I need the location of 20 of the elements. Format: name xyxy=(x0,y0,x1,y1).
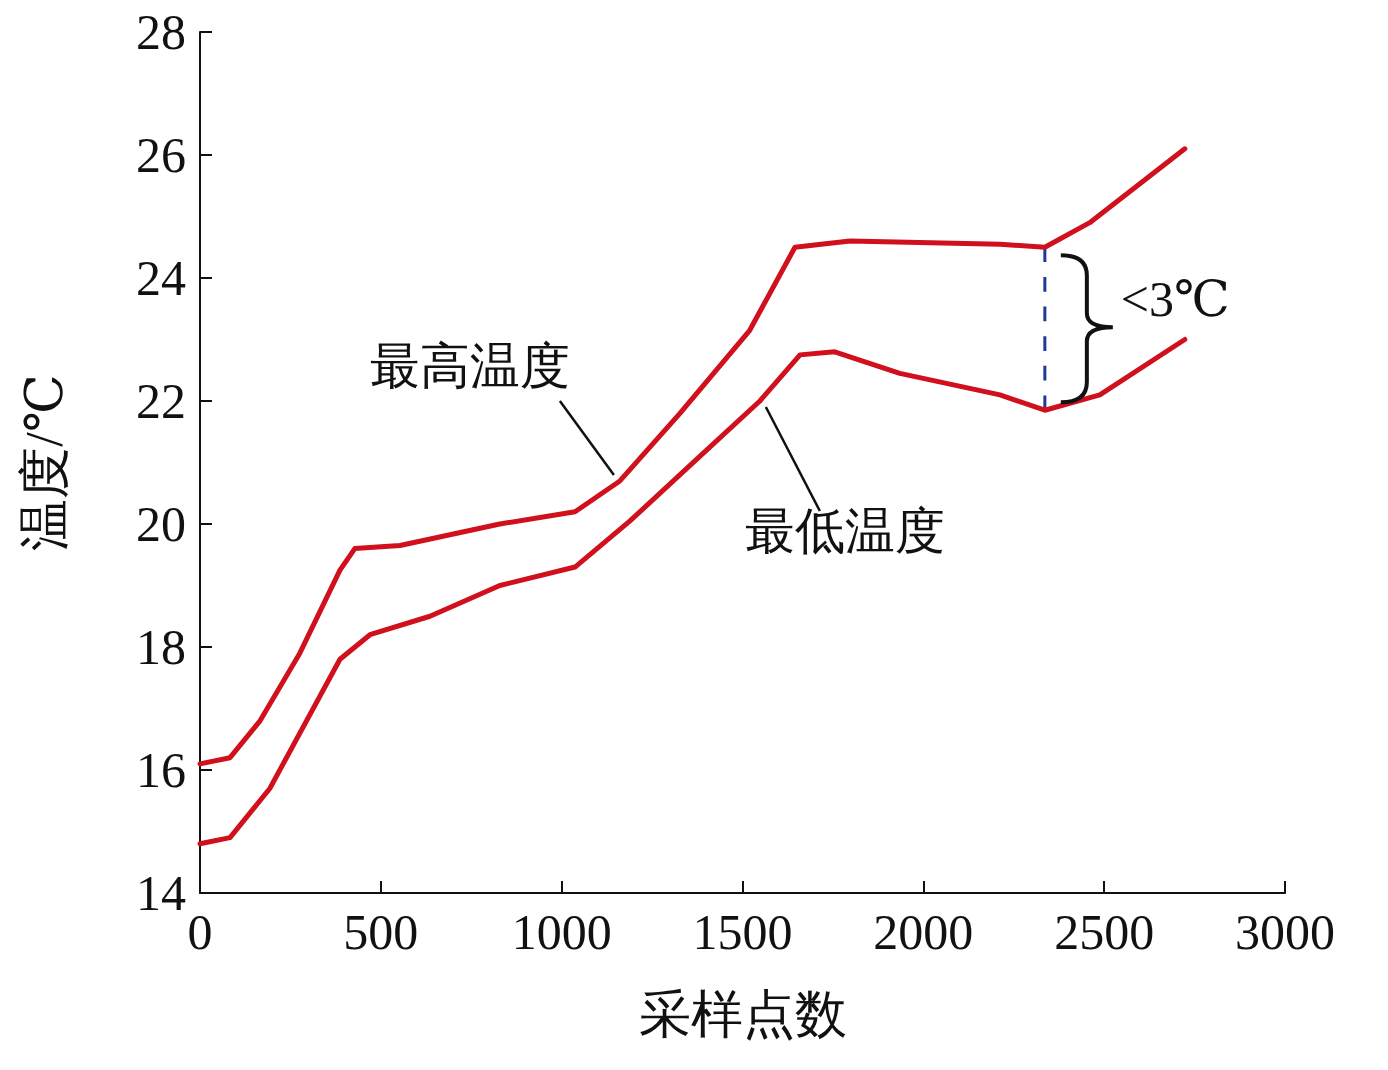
x-tick-label: 500 xyxy=(343,904,419,960)
y-tick-label: 28 xyxy=(136,4,186,60)
annotation: <3℃ xyxy=(1120,270,1230,329)
y-tick-label: 24 xyxy=(136,250,186,306)
y-tick-label: 18 xyxy=(136,619,186,675)
x-axis-title: 采样点数 xyxy=(638,985,847,1043)
series-label: 最高温度 xyxy=(369,336,570,396)
y-tick-label: 16 xyxy=(136,742,186,798)
series-label: 最低温度 xyxy=(744,501,945,561)
y-tick-label: 26 xyxy=(136,127,186,183)
x-tick-label: 1000 xyxy=(511,904,612,960)
y-tick-label: 20 xyxy=(136,496,186,552)
x-tick-label: 0 xyxy=(187,904,213,960)
y-tick-label: 14 xyxy=(136,865,186,921)
y-tick-label: 22 xyxy=(136,373,186,429)
x-tick-label: 1500 xyxy=(692,904,793,960)
x-tick-label: 2500 xyxy=(1054,904,1155,960)
x-tick-label: 3000 xyxy=(1235,904,1335,960)
y-axis-title: 温度/℃ xyxy=(15,374,73,551)
x-tick-label: 2000 xyxy=(873,904,974,960)
